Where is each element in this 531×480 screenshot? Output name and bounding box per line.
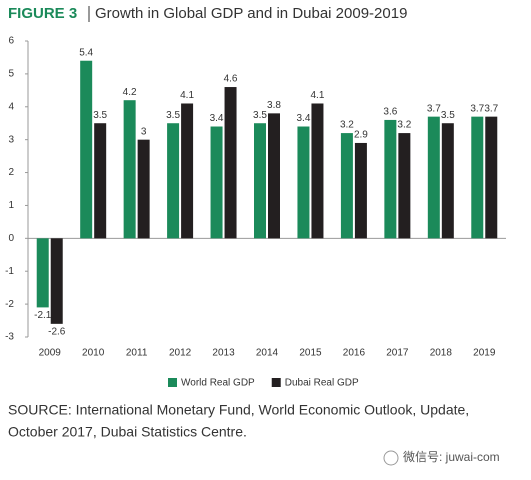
bar [123,100,136,239]
value-label: 3.2 [397,120,411,131]
x-tick-label: 2011 [126,348,148,359]
bar [80,60,93,239]
y-tick-label: -3 [5,332,14,343]
y-tick-label: 5 [8,69,14,80]
value-label: -2.1 [34,310,52,321]
value-label: 3 [141,126,147,137]
value-label: 3.5 [441,110,455,121]
y-tick-label: -1 [5,266,14,277]
value-label: 3.2 [340,120,354,131]
x-tick-label: 2016 [343,348,366,359]
figure-label: FIGURE 3 [8,5,77,22]
y-tick-label: 1 [8,200,14,211]
value-label: 3.5 [253,110,267,121]
value-label: 3.4 [210,113,224,124]
bar [485,116,498,239]
y-tick-label: 0 [8,233,14,244]
y-tick-label: -2 [5,299,14,310]
x-tick-label: 2009 [39,348,62,359]
bar [210,126,223,239]
watermark: 微信号: juwai-com [403,450,500,464]
value-label: 4.2 [123,87,137,98]
bar [36,238,49,308]
x-tick-label: 2013 [212,348,235,359]
bar [268,113,280,239]
bar [94,123,107,239]
legend-label: Dubai Real GDP [285,378,359,389]
value-label: -2.6 [48,326,66,337]
legend-label: World Real GDP [181,378,255,389]
bar [224,87,237,239]
y-tick-label: 4 [8,101,14,112]
value-label: 4.1 [311,90,325,101]
bar [384,119,397,239]
source-line: October 2017, Dubai Statistics Centre. [8,424,247,440]
watermark-icon [383,450,399,466]
x-tick-label: 2018 [430,348,453,359]
value-label: 3.7 [470,103,484,114]
chart-title: Growth in Global GDP and in Dubai 2009-2… [95,5,407,22]
value-label: 3.6 [383,107,397,118]
value-label: 4.6 [224,74,238,85]
bar [340,133,353,239]
value-label: 4.1 [180,90,194,101]
x-tick-label: 2015 [299,348,322,359]
bar [167,123,180,239]
legend-swatch [168,378,177,387]
value-label: 3.5 [93,110,107,121]
value-label: 3.8 [267,100,281,111]
value-label: 2.9 [354,130,368,141]
bar [441,123,454,239]
legend-swatch [271,378,281,387]
x-tick-label: 2010 [82,348,105,359]
bar [398,133,411,239]
bar [297,126,310,239]
value-label: 3.7 [427,103,441,114]
value-label: 3.7 [484,103,498,114]
value-label: 3.5 [166,110,180,121]
x-tick-label: 2017 [386,348,409,359]
y-tick-label: 2 [8,167,14,178]
bar [50,238,63,324]
x-tick-label: 2014 [256,348,279,359]
bar [181,103,194,239]
bar [427,116,440,239]
source-line: SOURCE: International Monetary Fund, Wor… [8,402,469,418]
bar [311,103,324,239]
bar [354,142,367,239]
x-tick-label: 2012 [169,348,192,359]
bar [137,139,150,239]
value-label: 3.4 [297,113,311,124]
bar [254,123,266,239]
bar [471,116,484,239]
x-tick-label: 2019 [473,348,496,359]
value-label: 5.4 [79,47,93,58]
y-tick-label: 6 [8,36,14,47]
y-tick-label: 3 [8,134,14,145]
